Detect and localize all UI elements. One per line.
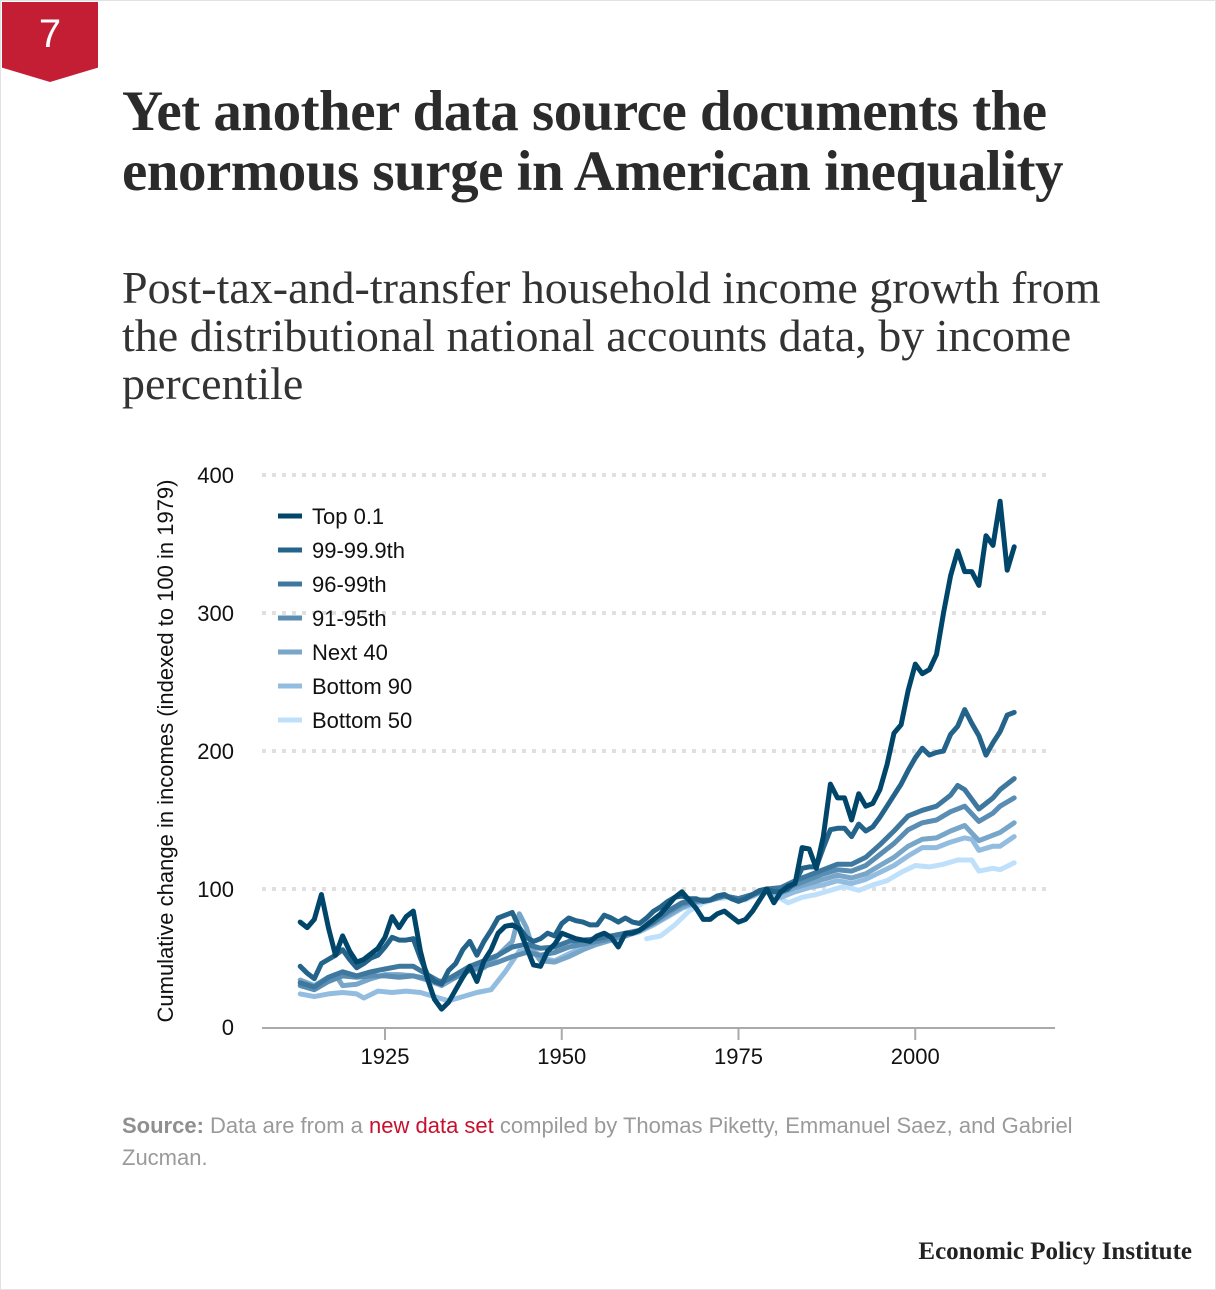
source-note: Source: Data are from a new data set com… (122, 1110, 1082, 1174)
figure-number: 7 (38, 12, 62, 56)
series-line-next-40 (297, 820, 1017, 989)
source-link[interactable]: new data set (369, 1113, 494, 1138)
legend-label: 96-99th (312, 572, 387, 597)
y-tick-label: 300 (197, 601, 234, 626)
x-tick-label: 2000 (891, 1044, 940, 1069)
series-line-top-0-1 (297, 498, 1017, 1012)
legend-label: 99-99.9th (312, 538, 405, 563)
y-tick-label: 100 (197, 877, 234, 902)
source-text: Data are from a (210, 1113, 363, 1138)
legend-label: Bottom 50 (312, 708, 412, 733)
x-tick-label: 1925 (361, 1044, 410, 1069)
legend-label: Bottom 90 (312, 674, 412, 699)
line-chart: 0 100 200 300 400 1925 1950 1975 2000 Top 0.1 99-… (153, 463, 1055, 1069)
legend-label: Next 40 (312, 640, 388, 665)
y-tick-label: 200 (197, 739, 234, 764)
y-tick-label: 0 (222, 1015, 234, 1040)
x-tick-label: 1975 (714, 1044, 763, 1069)
series-line-91-95th (297, 795, 1017, 993)
source-label: Source: (122, 1113, 204, 1138)
source-text-rest: compiled by Thomas Piketty, Emmanuel Sae… (122, 1113, 1073, 1170)
publisher-logo: Economic Policy Institute (918, 1238, 1192, 1265)
legend-label: Top 0.1 (312, 504, 384, 529)
series-line-96-99th (297, 776, 1017, 990)
y-axis-label: Cumulative change in incomes (indexed to… (153, 480, 178, 1023)
figure-number-badge: 7 (2, 2, 98, 82)
chart-title: Yet another data source documents the en… (122, 80, 1064, 203)
x-tick-label: 1950 (537, 1044, 586, 1069)
legend-label: 91-95th (312, 606, 387, 631)
chart-subtitle: Post-tax-and-transfer household income g… (122, 262, 1101, 409)
y-tick-label: 400 (197, 463, 234, 488)
